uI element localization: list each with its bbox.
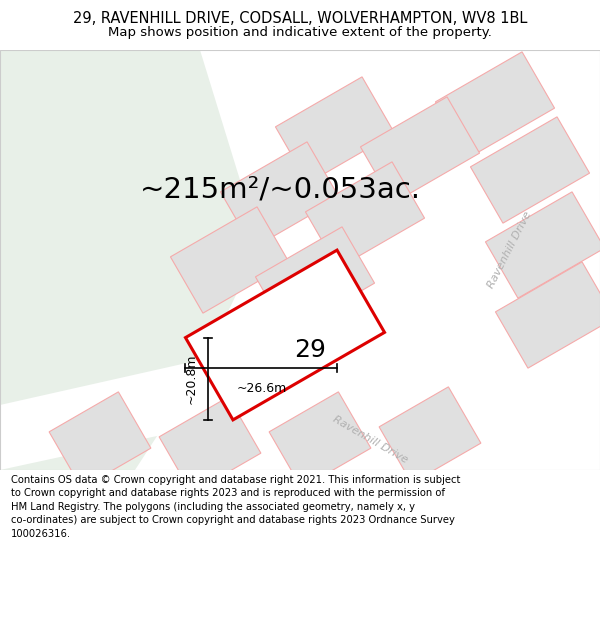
Polygon shape [0,50,260,470]
Text: 29: 29 [294,338,326,362]
Polygon shape [170,207,290,313]
Text: ~20.8m: ~20.8m [185,354,198,404]
Polygon shape [159,397,261,493]
Polygon shape [379,387,481,483]
Polygon shape [175,50,560,470]
Text: Ravenhill Drive: Ravenhill Drive [331,414,409,466]
Polygon shape [220,142,340,248]
Text: Ravenhill Drive: Ravenhill Drive [486,210,534,290]
Polygon shape [470,117,590,223]
Polygon shape [496,262,600,368]
Polygon shape [0,270,600,470]
Text: ~26.6m: ~26.6m [236,382,286,394]
Text: ~215m²/~0.053ac.: ~215m²/~0.053ac. [139,176,421,204]
Polygon shape [436,52,554,158]
Text: 29, RAVENHILL DRIVE, CODSALL, WOLVERHAMPTON, WV8 1BL: 29, RAVENHILL DRIVE, CODSALL, WOLVERHAMP… [73,11,527,26]
Polygon shape [275,77,395,183]
Text: Map shows position and indicative extent of the property.: Map shows position and indicative extent… [108,26,492,39]
Polygon shape [49,392,151,488]
Polygon shape [361,97,479,203]
Polygon shape [305,162,425,268]
Polygon shape [485,192,600,298]
Polygon shape [269,392,371,488]
Polygon shape [256,227,374,333]
Text: Contains OS data © Crown copyright and database right 2021. This information is : Contains OS data © Crown copyright and d… [11,474,460,539]
Polygon shape [185,250,385,420]
